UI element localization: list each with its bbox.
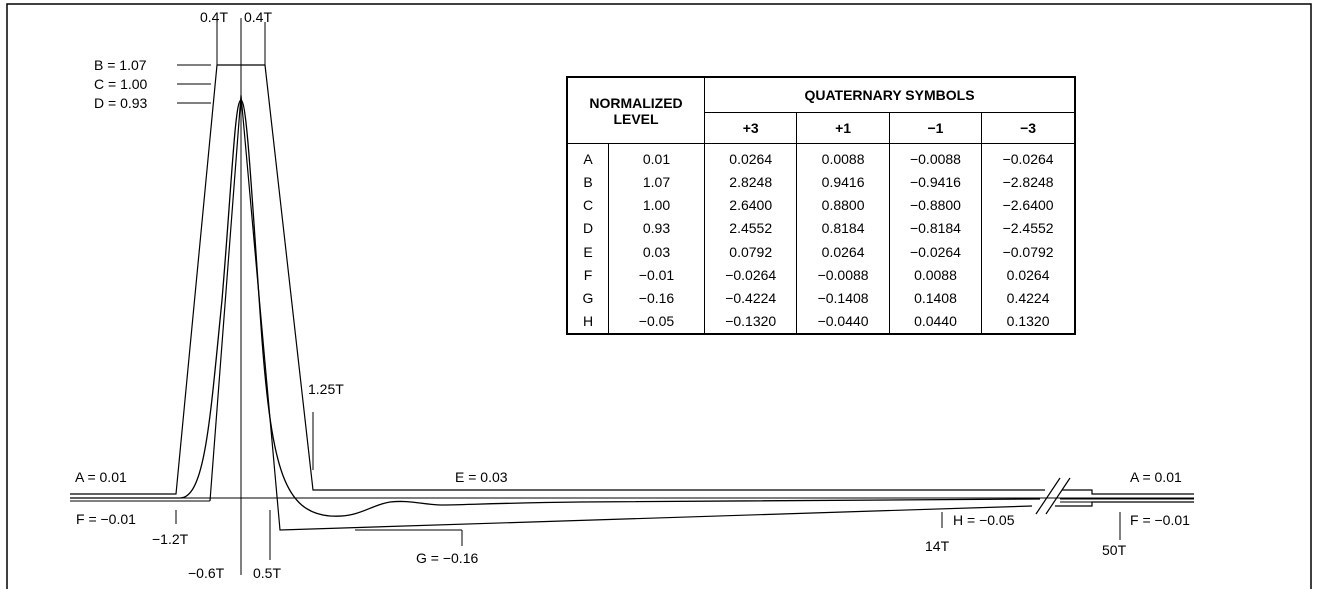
table-header-normalized-level: NORMALIZED LEVEL: [566, 76, 705, 144]
row-symbol-value: 0.0088: [796, 143, 890, 172]
diagram-frame: [6, 3, 1312, 589]
row-symbol-value: −0.0088: [889, 143, 983, 172]
label-level-f-left: F = −0.01: [76, 511, 136, 527]
table-row: B 1.07 2.8248 0.9416 −0.9416 −2.8248: [567, 171, 1075, 195]
row-normalized-level: 1.07: [608, 171, 705, 195]
row-normalized-level: −0.16: [608, 286, 705, 310]
label-level-d: D = 0.93: [94, 95, 148, 111]
row-symbol-value: 2.8248: [704, 171, 798, 195]
row-symbol-value: −2.6400: [1002, 197, 1054, 214]
row-symbol-value: −2.4552: [1002, 220, 1054, 237]
row-letter: B: [567, 171, 609, 195]
symbol-column-header: +3: [703, 112, 798, 144]
header-level: LEVEL: [613, 110, 659, 127]
table-header-symbols: QUATERNARY SYMBOLS: [704, 76, 1076, 113]
label-time-neg-1-2t: −1.2T: [152, 531, 189, 547]
label-level-c: C = 1.00: [94, 76, 148, 92]
row-symbol-value: −0.1408: [796, 286, 890, 310]
row-normalized-level: −0.01: [608, 263, 705, 287]
upper-mask-outline: [70, 64, 1045, 495]
row-symbol-value: −0.0792: [1002, 243, 1054, 260]
row-symbol-value: −0.0264: [704, 263, 798, 287]
symbol-column-header: −1: [888, 112, 983, 144]
row-symbol-value: 2.4552: [704, 217, 798, 241]
table-row: F −0.01 −0.0264 −0.0088 0.0088 0.0264: [567, 263, 1075, 287]
row-letter: G: [567, 286, 609, 310]
row-symbol-value: 0.1320: [1006, 312, 1050, 329]
row-symbol-value: −0.8184: [889, 217, 983, 241]
row-letter: D: [567, 217, 609, 241]
table-row: C 1.00 2.6400 0.8800 −0.8800 −2.6400: [567, 194, 1075, 218]
label-level-g: G = −0.16: [416, 550, 478, 566]
label-level-b: B = 1.07: [94, 57, 147, 73]
label-time-neg-0-6t: −0.6T: [188, 565, 225, 581]
row-symbol-value: 0.0440: [889, 309, 983, 334]
row-symbol-value: 0.1408: [889, 286, 983, 310]
row-symbol-value: −0.9416: [889, 171, 983, 195]
label-top-left-width: 0.4T: [200, 9, 228, 25]
table-row: H −0.05 −0.1320 −0.0440 0.0440 0.1320: [567, 309, 1075, 334]
row-symbol-value: 0.0792: [704, 240, 798, 264]
label-level-h: H = −0.05: [953, 512, 1015, 528]
axis-break-mark: [1045, 477, 1071, 515]
pulse-waveform: [70, 99, 1041, 517]
axis-break-mark: [1035, 477, 1061, 515]
row-symbol-value: 0.0264: [796, 240, 890, 264]
label-level-f-right: F = −0.01: [1130, 512, 1190, 528]
table-row: G −0.16 −0.4224 −0.1408 0.1408 0.4224: [567, 286, 1075, 310]
row-letter: H: [567, 309, 609, 334]
label-time-14t: 14T: [925, 538, 950, 554]
row-letter: A: [567, 143, 609, 172]
row-symbol-value: 2.6400: [704, 194, 798, 218]
row-symbol-value: −2.8248: [1002, 174, 1054, 191]
row-symbol-value: −0.0440: [796, 309, 890, 334]
row-letter: F: [567, 263, 609, 287]
table-row: A 0.01 0.0264 0.0088 −0.0088 −0.0264: [567, 143, 1075, 172]
label-top-right-width: 0.4T: [244, 9, 272, 25]
row-normalized-level: 0.03: [608, 240, 705, 264]
header-normalized: NORMALIZED: [589, 94, 683, 111]
upper-mask-right-tail: [1062, 489, 1194, 495]
row-symbol-value: 0.0264: [704, 143, 798, 172]
row-letter: C: [567, 194, 609, 218]
table-row: E 0.03 0.0792 0.0264 −0.0264 −0.0792: [567, 240, 1075, 264]
row-letter: E: [567, 240, 609, 264]
label-time-1-25t: 1.25T: [308, 381, 344, 397]
row-symbol-value: −0.1320: [704, 309, 798, 334]
label-time-0-5t: 0.5T: [253, 565, 281, 581]
label-level-e: E = 0.03: [455, 469, 508, 485]
row-normalized-level: −0.05: [608, 309, 705, 334]
label-level-a-left: A = 0.01: [75, 469, 127, 485]
lower-mask-right-tail: [1055, 501, 1194, 507]
table-body: A 0.01 0.0264 0.0088 −0.0088 −0.0264 B 1.07 2.82…: [567, 143, 1075, 334]
symbol-column-header: +1: [796, 112, 890, 144]
row-normalized-level: 0.93: [608, 217, 705, 241]
label-level-a-right: A = 0.01: [1130, 469, 1182, 485]
row-symbol-value: −0.4224: [704, 286, 798, 310]
table-row: D 0.93 2.4552 0.8184 −0.8184 −2.4552: [567, 217, 1075, 241]
row-symbol-value: 0.9416: [796, 171, 890, 195]
normalized-level-table: NORMALIZED LEVEL QUATERNARY SYMBOLS +3 +…: [566, 76, 1076, 335]
row-symbol-value: 0.4224: [1006, 289, 1050, 306]
symbol-column-header: −3: [981, 112, 1076, 144]
row-symbol-value: −0.0264: [1002, 151, 1054, 168]
row-symbol-value: 0.8184: [796, 217, 890, 241]
row-symbol-value: −0.0264: [889, 240, 983, 264]
row-symbol-value: 0.0264: [1006, 266, 1050, 283]
row-symbol-value: 0.8800: [796, 194, 890, 218]
row-normalized-level: 0.01: [608, 143, 705, 172]
row-symbol-value: 0.0088: [889, 263, 983, 287]
row-normalized-level: 1.00: [608, 194, 705, 218]
row-symbol-value: −0.0088: [796, 263, 890, 287]
row-symbol-value: −0.8800: [889, 194, 983, 218]
label-time-50t: 50T: [1102, 542, 1127, 558]
